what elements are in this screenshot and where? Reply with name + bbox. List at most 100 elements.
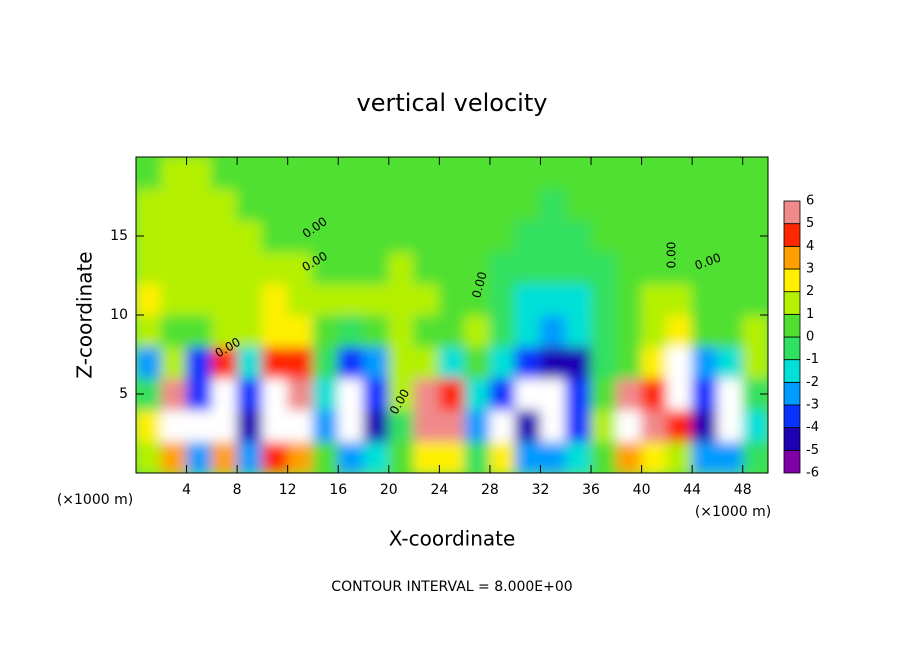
heat-cell — [186, 282, 213, 316]
heat-cell — [615, 157, 643, 190]
heat-cell — [337, 314, 365, 348]
heat-cell — [565, 409, 592, 442]
heat-cell — [666, 409, 693, 442]
heat-cell — [287, 346, 314, 379]
heat-cell — [261, 346, 289, 379]
heat-cell — [438, 440, 466, 473]
heat-cell — [388, 440, 415, 473]
y-tick-label: 5 — [119, 386, 128, 402]
colorbar-swatch — [783, 200, 801, 225]
heat-cell — [666, 377, 693, 411]
heat-cell — [464, 282, 491, 316]
heat-cell — [388, 346, 415, 379]
heat-cell — [211, 157, 238, 190]
heat-cell — [590, 346, 617, 379]
heat-cell — [565, 157, 592, 190]
x-tick-label: 32 — [532, 482, 550, 498]
heat-cell — [186, 314, 213, 348]
heat-cell — [615, 219, 643, 253]
heat-cell — [136, 440, 162, 473]
colorbar-swatch — [783, 381, 801, 406]
heat-cell — [489, 157, 516, 190]
contour-label: 0.00 — [665, 242, 679, 269]
heat-cell — [413, 409, 440, 442]
heat-cell — [590, 282, 617, 316]
heat-cell — [539, 314, 567, 348]
heat-cell — [186, 188, 213, 221]
heat-cell — [337, 440, 365, 473]
heat-cell — [413, 251, 440, 284]
heat-cell — [160, 377, 188, 411]
heat-cell — [716, 282, 744, 316]
heat-cell — [287, 377, 314, 411]
heat-cell — [666, 440, 693, 473]
heat-cell — [489, 282, 516, 316]
colorbar-swatch — [783, 268, 801, 293]
heat-cell — [742, 157, 768, 190]
heat-cell — [186, 251, 213, 284]
colorbar-label: 6 — [806, 194, 814, 209]
heat-cell — [413, 219, 440, 253]
heat-cell — [236, 409, 263, 442]
heat-cell — [136, 346, 162, 379]
x-tick-label: 44 — [683, 482, 701, 498]
heat-cell — [742, 251, 768, 284]
heat-cell — [464, 346, 491, 379]
heat-cell — [514, 314, 541, 348]
heat-cell — [489, 314, 516, 348]
heat-cell — [388, 219, 415, 253]
heat-cell — [716, 188, 744, 221]
heat-cell — [716, 440, 744, 473]
heat-cell — [438, 377, 466, 411]
heat-cell — [438, 409, 466, 442]
x-unit-label: (×1000 m) — [57, 492, 133, 508]
heat-cell — [539, 157, 567, 190]
heat-cell — [363, 346, 390, 379]
heat-cell — [514, 377, 541, 411]
heat-cell — [261, 314, 289, 348]
heat-cell — [565, 282, 592, 316]
heat-cell — [565, 314, 592, 348]
heat-cell — [615, 188, 643, 221]
heat-cell — [160, 346, 188, 379]
heat-cell — [312, 219, 339, 253]
heat-cell — [413, 377, 440, 411]
heat-cell — [514, 346, 541, 379]
heat-cell — [691, 409, 718, 442]
heat-cell — [160, 282, 188, 316]
heat-cell — [539, 377, 567, 411]
colorbar-label: -4 — [806, 420, 819, 435]
colorbar-label: 2 — [806, 284, 814, 299]
heat-cell — [666, 188, 693, 221]
heat-cell — [160, 440, 188, 473]
heat-cell — [261, 188, 289, 221]
heat-cell — [464, 219, 491, 253]
heat-cell — [641, 440, 668, 473]
contour-label: 0.00 — [469, 270, 489, 299]
heat-cell — [236, 188, 263, 221]
heat-cell — [716, 346, 744, 379]
colorbar-swatch — [783, 245, 801, 270]
heat-cell — [742, 282, 768, 316]
x-tick-label: 28 — [481, 482, 499, 498]
colorbar-swatch — [783, 404, 801, 429]
heat-cell — [742, 188, 768, 221]
heat-cell — [160, 157, 188, 190]
heat-cell — [464, 314, 491, 348]
heat-cell — [666, 219, 693, 253]
heat-cell — [464, 157, 491, 190]
heat-cell — [160, 314, 188, 348]
heat-cell — [641, 157, 668, 190]
heat-cell — [312, 314, 339, 348]
heat-cell — [691, 377, 718, 411]
heat-cell — [337, 346, 365, 379]
heat-cell — [565, 377, 592, 411]
field — [136, 157, 768, 473]
chart-title: vertical velocity — [357, 89, 548, 117]
heat-cell — [666, 282, 693, 316]
heat-cell — [312, 440, 339, 473]
heat-cell — [337, 251, 365, 284]
heat-cell — [160, 188, 188, 221]
heat-cell — [236, 440, 263, 473]
